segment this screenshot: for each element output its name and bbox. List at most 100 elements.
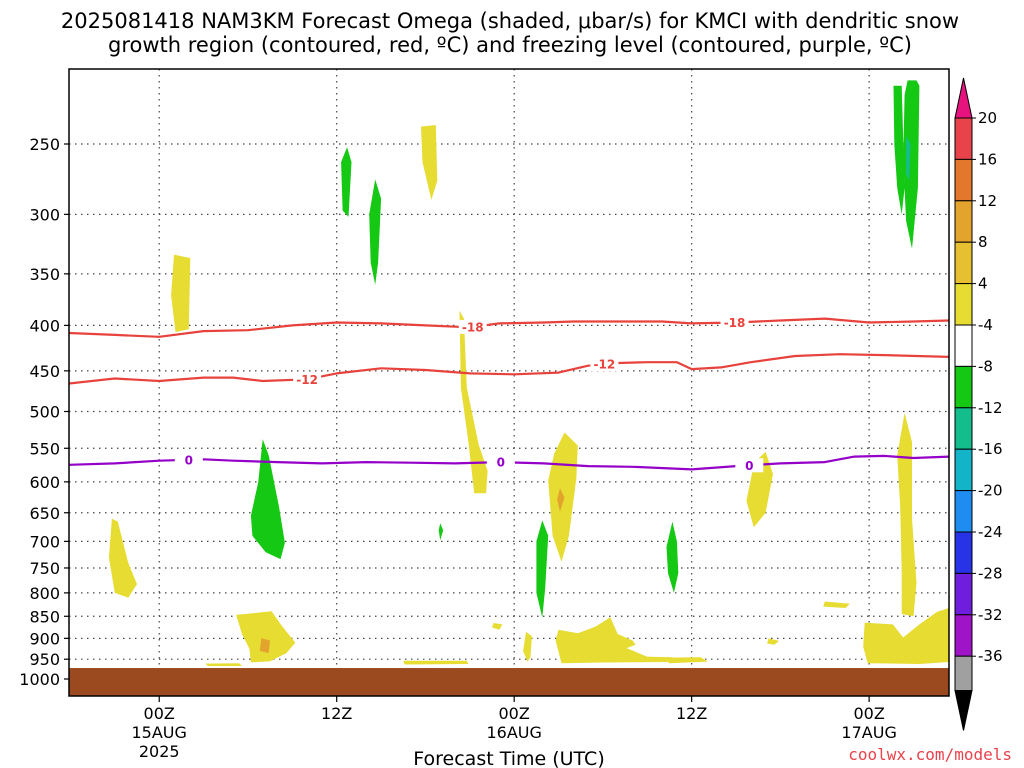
colorbar-swatch-12 (954, 200, 973, 243)
omega-region-1 (421, 125, 438, 200)
colorbar-swatch--8 (954, 365, 973, 409)
plot-frame (68, 68, 950, 697)
x-tick-label-0-1: 15AUG (132, 723, 187, 742)
omega-region-18 (259, 638, 271, 654)
omega-region-24 (536, 520, 549, 618)
y-tick-label-600: 600 (29, 473, 60, 492)
colorbar-label--8: -8 (978, 357, 993, 375)
y-tick-label-950: 950 (29, 650, 60, 669)
contour-label--12-0: -12 (296, 373, 318, 387)
contour-label-bg-0-0 (174, 452, 203, 467)
y-tick-label-900: 900 (29, 629, 60, 648)
colorbar-label--32: -32 (978, 606, 1003, 624)
colorbar-label-12: 12 (978, 192, 997, 210)
ground-surface (69, 668, 949, 696)
omega-region-19 (557, 488, 565, 512)
colorbar: 20 16 12 8 4 -4 -8 -12 -16 -20 -24 -28 -32 -36 (954, 77, 1003, 731)
contour-label-bg--18-1 (720, 315, 749, 330)
y-tick-label-550: 550 (29, 439, 60, 458)
omega-region-21 (369, 179, 382, 285)
contour-line--18 (69, 317, 949, 338)
colorbar-top-arrow (954, 77, 973, 119)
contour-line--12 (69, 353, 949, 385)
y-tick-label-300: 300 (29, 205, 60, 224)
colorbar-label--16: -16 (978, 440, 1003, 458)
omega-region-12 (523, 631, 532, 662)
y-tick-label-1000: 1000 (19, 670, 60, 689)
contour-label-bg--12-1 (590, 357, 619, 372)
y-tick-label-400: 400 (29, 316, 60, 335)
x-tick-label-24-1: 16AUG (486, 723, 541, 742)
omega-region-3 (459, 310, 488, 494)
colorbar-label-8: 8 (978, 233, 988, 251)
contour-label-bg-0-2 (735, 458, 764, 473)
colorbar-swatch--32 (954, 614, 973, 657)
x-tick-label-0-2: 2025 (139, 742, 180, 761)
y-tick-label-800: 800 (29, 584, 60, 603)
omega-region-14 (492, 623, 503, 630)
colorbar-swatch--28 (954, 572, 973, 616)
colorbar-swatch--36 (954, 655, 973, 692)
contour-label--18-1: -18 (724, 316, 746, 330)
x-tick-label-12-0: 12Z (321, 704, 352, 723)
contour-label-bg--18-0 (458, 319, 487, 334)
colorbar-swatch--24 (954, 531, 973, 574)
colorbar-swatch--4 (954, 324, 973, 367)
x-axis-label: Forecast Time (UTC) (413, 748, 604, 768)
credit-link[interactable]: coolwx.com/models (848, 745, 1012, 764)
colorbar-swatch-20 (954, 117, 973, 160)
omega-region-16 (823, 601, 850, 608)
omega-region-8 (205, 663, 242, 666)
colorbar-swatch-16 (954, 158, 973, 202)
y-tick-label-650: 650 (29, 504, 60, 523)
contour-line-0 (69, 454, 949, 471)
colorbar-label--12: -12 (978, 399, 1003, 417)
colorbar-bottom-arrow (954, 690, 973, 731)
x-tick-label-36-0: 12Z (676, 704, 707, 723)
y-tick-label-250: 250 (29, 135, 60, 154)
colorbar-swatch--12 (954, 407, 973, 450)
colorbar-label-20: 20 (978, 109, 997, 127)
chart-title-line-2: growth region (contoured, red, ºC) and f… (108, 33, 912, 57)
axes: 250 300 350 400 450 500 550 600 650 700 750 800 850 9… (19, 68, 950, 761)
omega-region-22 (250, 439, 285, 560)
contour-label--18-0: -18 (462, 320, 484, 334)
omega-region-15 (767, 638, 779, 645)
plot-content (69, 69, 949, 696)
omega-region-23 (438, 523, 444, 541)
chart-title-line-1: 2025081418 NAM3KM Forecast Omega (shaded… (61, 9, 959, 33)
omega-region-26 (903, 80, 920, 249)
colorbar-label--36: -36 (978, 647, 1003, 665)
colorbar-label--4: -4 (978, 316, 993, 334)
colorbar-label-16: 16 (978, 150, 997, 168)
omega-region-27 (893, 85, 905, 215)
grid (69, 69, 949, 696)
colorbar-swatch-4 (954, 283, 973, 326)
colorbar-label--28: -28 (978, 564, 1003, 582)
omega-region-28 (906, 136, 911, 181)
colorbar-label--24: -24 (978, 523, 1003, 541)
plot-area (69, 69, 949, 696)
omega-region-2 (108, 518, 137, 598)
y-tick-label-500: 500 (29, 403, 60, 422)
temperature-contours: -18 -18 -12 -12 0 0 0 (69, 315, 949, 473)
contour-label-0-2: 0 (745, 459, 753, 473)
contour-label--12-1: -12 (594, 358, 616, 372)
x-tick-label-0-0: 00Z (144, 704, 175, 723)
omega-region-17 (863, 608, 949, 664)
colorbar-label-4: 4 (978, 275, 988, 293)
colorbar-swatch-8 (954, 241, 973, 285)
y-tick-label-850: 850 (29, 607, 60, 626)
contour-label-0-0: 0 (185, 453, 193, 467)
omega-region-13 (403, 660, 469, 665)
omega-region-20 (341, 147, 352, 217)
colorbar-label--20: -20 (978, 482, 1003, 500)
omega-region-9 (555, 617, 651, 664)
y-tick-label-750: 750 (29, 559, 60, 578)
y-tick-label-350: 350 (29, 265, 60, 284)
x-tick-label-48-0: 00Z (853, 704, 884, 723)
y-tick-label-700: 700 (29, 532, 60, 551)
contour-lines: -18 -18 -12 -12 0 0 0 (69, 315, 949, 473)
x-tick-label-24-0: 00Z (499, 704, 530, 723)
